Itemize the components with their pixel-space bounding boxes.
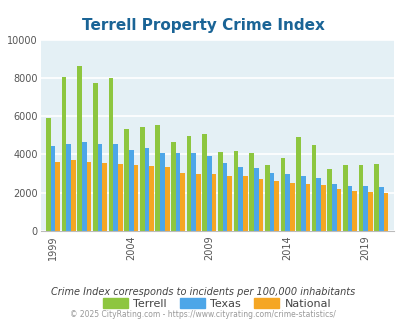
- Bar: [124, 129, 129, 231]
- Bar: [367, 192, 372, 231]
- Bar: [336, 189, 341, 231]
- Bar: [311, 145, 315, 231]
- Bar: [249, 153, 253, 231]
- Bar: [373, 164, 378, 231]
- Bar: [378, 187, 383, 231]
- Bar: [243, 177, 247, 231]
- Legend: Terrell, Texas, National: Terrell, Texas, National: [99, 294, 335, 314]
- Bar: [139, 127, 144, 231]
- Bar: [46, 118, 51, 231]
- Bar: [133, 165, 138, 231]
- Bar: [264, 165, 269, 231]
- Bar: [87, 162, 91, 231]
- Bar: [358, 165, 362, 231]
- Bar: [71, 160, 76, 231]
- Bar: [202, 134, 207, 231]
- Bar: [238, 167, 243, 231]
- Bar: [342, 165, 347, 231]
- Bar: [320, 185, 325, 231]
- Bar: [144, 148, 149, 231]
- Bar: [331, 184, 336, 231]
- Bar: [118, 164, 122, 231]
- Bar: [51, 146, 55, 231]
- Bar: [77, 66, 82, 231]
- Bar: [315, 178, 320, 231]
- Bar: [300, 177, 305, 231]
- Bar: [305, 184, 309, 231]
- Bar: [196, 174, 200, 231]
- Text: © 2025 CityRating.com - https://www.cityrating.com/crime-statistics/: © 2025 CityRating.com - https://www.city…: [70, 310, 335, 319]
- Bar: [222, 163, 227, 231]
- Bar: [164, 167, 169, 231]
- Bar: [108, 78, 113, 231]
- Bar: [280, 158, 284, 231]
- Bar: [347, 186, 352, 231]
- Bar: [233, 150, 238, 231]
- Bar: [160, 152, 164, 231]
- Bar: [211, 174, 216, 231]
- Text: Crime Index corresponds to incidents per 100,000 inhabitants: Crime Index corresponds to incidents per…: [51, 287, 354, 297]
- Bar: [98, 144, 102, 231]
- Bar: [227, 176, 232, 231]
- Bar: [102, 163, 107, 231]
- Bar: [383, 193, 388, 231]
- Bar: [258, 179, 263, 231]
- Text: Terrell Property Crime Index: Terrell Property Crime Index: [81, 18, 324, 33]
- Bar: [362, 186, 367, 231]
- Bar: [155, 125, 160, 231]
- Bar: [295, 137, 300, 231]
- Bar: [326, 169, 331, 231]
- Bar: [149, 166, 153, 231]
- Bar: [253, 168, 258, 231]
- Bar: [186, 136, 191, 231]
- Bar: [180, 173, 185, 231]
- Bar: [175, 153, 180, 231]
- Bar: [93, 83, 98, 231]
- Bar: [269, 173, 274, 231]
- Bar: [274, 181, 278, 231]
- Bar: [113, 144, 118, 231]
- Bar: [207, 156, 211, 231]
- Bar: [191, 153, 196, 231]
- Bar: [217, 151, 222, 231]
- Bar: [82, 142, 87, 231]
- Bar: [171, 142, 175, 231]
- Bar: [284, 174, 289, 231]
- Bar: [289, 183, 294, 231]
- Bar: [62, 77, 66, 231]
- Bar: [129, 150, 133, 231]
- Bar: [55, 162, 60, 231]
- Bar: [66, 144, 71, 231]
- Bar: [352, 191, 356, 231]
